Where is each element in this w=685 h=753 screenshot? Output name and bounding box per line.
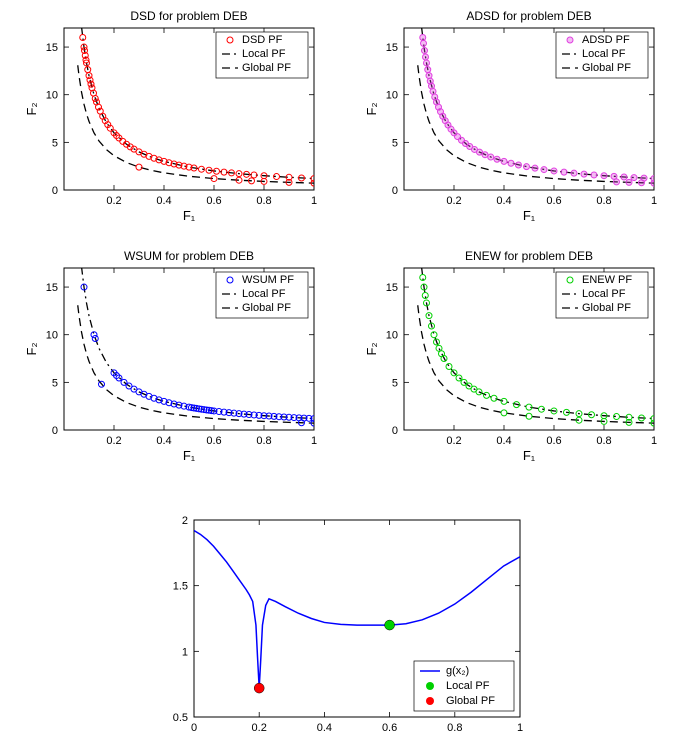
svg-text:g(x₂): g(x₂) [446,665,469,677]
svg-text:0.2: 0.2 [446,195,461,207]
panel-gx2: 0 0.2 0.4 0.6 0.8 1 0.5 1 1.5 2 g(x₂) Local PF Globa… [150,510,530,745]
svg-text:F₁: F₁ [523,448,536,463]
svg-text:5: 5 [392,137,398,149]
svg-text:2: 2 [182,515,188,527]
svg-text:0.2: 0.2 [446,435,461,447]
svg-text:0.8: 0.8 [447,722,462,734]
svg-text:F₁: F₁ [183,448,196,463]
svg-text:1: 1 [517,722,523,734]
panel-adsd: ADSD for problem DEB0.20.40.60.81051015F… [362,8,662,228]
svg-text:5: 5 [392,377,398,389]
svg-text:Global PF: Global PF [582,62,631,74]
svg-text:15: 15 [386,42,398,54]
svg-text:10: 10 [386,330,398,342]
svg-text:0.2: 0.2 [106,435,121,447]
svg-text:1: 1 [651,435,657,447]
svg-text:0.8: 0.8 [256,195,271,207]
svg-text:ADSD for problem DEB: ADSD for problem DEB [466,9,591,23]
svg-text:F₂: F₂ [24,103,39,116]
svg-text:Global PF: Global PF [582,302,631,314]
svg-text:Local PF: Local PF [582,48,626,60]
svg-text:15: 15 [46,42,58,54]
chart-dsd: DSD for problem DEB0.20.40.60.81051015F₁… [22,8,322,228]
svg-text:0.6: 0.6 [382,722,397,734]
svg-text:0.8: 0.8 [256,435,271,447]
svg-text:0.8: 0.8 [596,195,611,207]
svg-text:0.5: 0.5 [173,712,188,724]
svg-text:Global PF: Global PF [446,695,495,707]
chart-gx2: 0 0.2 0.4 0.6 0.8 1 0.5 1 1.5 2 g(x₂) Local PF Globa… [150,510,530,745]
chart-enew: ENEW for problem DEB0.20.40.60.81051015F… [362,248,662,468]
svg-text:0.4: 0.4 [156,195,171,207]
svg-text:0.4: 0.4 [317,722,332,734]
svg-text:10: 10 [46,330,58,342]
svg-text:WSUM for problem DEB: WSUM for problem DEB [124,249,254,263]
svg-text:1: 1 [182,646,188,658]
svg-text:DSD PF: DSD PF [242,34,283,46]
svg-text:ENEW for problem DEB: ENEW for problem DEB [465,249,593,263]
svg-text:Local PF: Local PF [242,48,286,60]
svg-text:ADSD PF: ADSD PF [582,34,630,46]
svg-text:0.6: 0.6 [206,435,221,447]
panel-wsum: WSUM for problem DEB0.20.40.60.81051015F… [22,248,322,468]
figure: DSD for problem DEB0.20.40.60.81051015F₁… [0,0,685,753]
svg-text:Local PF: Local PF [242,288,286,300]
svg-text:5: 5 [52,137,58,149]
svg-text:F₂: F₂ [364,103,379,116]
svg-text:ENEW PF: ENEW PF [582,274,632,286]
svg-text:10: 10 [46,90,58,102]
svg-text:0.6: 0.6 [206,195,221,207]
chart-adsd: ADSD for problem DEB0.20.40.60.81051015F… [362,8,662,228]
svg-text:F₁: F₁ [523,208,536,223]
svg-text:0: 0 [52,425,58,437]
svg-text:0.6: 0.6 [546,195,561,207]
svg-text:F₁: F₁ [183,208,196,223]
svg-text:Global PF: Global PF [242,62,291,74]
svg-text:Local PF: Local PF [582,288,626,300]
svg-text:0.4: 0.4 [496,195,511,207]
svg-text:Global PF: Global PF [242,302,291,314]
svg-text:F₂: F₂ [364,343,379,356]
svg-text:0: 0 [191,722,197,734]
svg-text:15: 15 [386,282,398,294]
svg-text:Local PF: Local PF [446,680,490,692]
panel-dsd: DSD for problem DEB0.20.40.60.81051015F₁… [22,8,322,228]
svg-text:5: 5 [52,377,58,389]
svg-text:1.5: 1.5 [173,581,188,593]
svg-text:0.6: 0.6 [546,435,561,447]
svg-text:0.2: 0.2 [106,195,121,207]
svg-text:1: 1 [311,435,317,447]
svg-text:0.4: 0.4 [496,435,511,447]
svg-text:15: 15 [46,282,58,294]
chart-wsum: WSUM for problem DEB0.20.40.60.81051015F… [22,248,322,468]
svg-text:0.8: 0.8 [596,435,611,447]
panel-enew: ENEW for problem DEB0.20.40.60.81051015F… [362,248,662,468]
svg-text:0: 0 [392,185,398,197]
svg-text:0: 0 [52,185,58,197]
svg-text:0.4: 0.4 [156,435,171,447]
svg-text:F₂: F₂ [24,343,39,356]
svg-text:DSD for problem DEB: DSD for problem DEB [130,9,247,23]
svg-text:WSUM PF: WSUM PF [242,274,294,286]
svg-text:0.2: 0.2 [252,722,267,734]
svg-text:0: 0 [392,425,398,437]
svg-text:1: 1 [651,195,657,207]
svg-text:10: 10 [386,90,398,102]
svg-text:1: 1 [311,195,317,207]
